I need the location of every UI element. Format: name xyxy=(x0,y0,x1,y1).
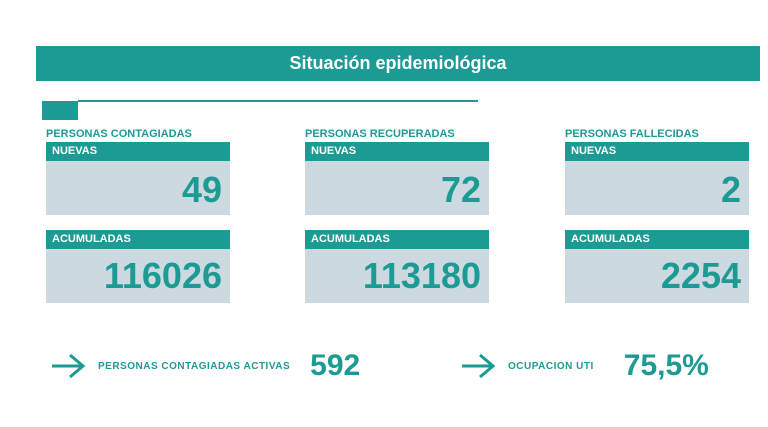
column-contagiadas: PERSONAS CONTAGIADAS NUEVAS 49 ACUMULADA… xyxy=(46,126,230,303)
uti-occupancy-label: OCUPACION UTI xyxy=(508,360,594,372)
page-title: Situación epidemiológica xyxy=(289,53,507,73)
accumulated-label: ACUMULADAS xyxy=(565,230,749,249)
column-title: PERSONAS RECUPERADAS xyxy=(305,128,455,140)
arrow-right-icon xyxy=(52,353,86,379)
title-banner: Situación epidemiológica xyxy=(36,46,760,81)
new-value: 49 xyxy=(46,161,230,215)
new-label: NUEVAS xyxy=(565,142,749,161)
active-cases-label: PERSONAS CONTAGIADAS ACTIVAS xyxy=(98,360,291,372)
new-value: 2 xyxy=(565,161,749,215)
accumulated-value: 116026 xyxy=(46,249,230,303)
accumulated-label: ACUMULADAS xyxy=(305,230,489,249)
column-title: PERSONAS CONTAGIADAS xyxy=(46,128,192,140)
accent-block xyxy=(42,101,78,120)
arrow-right-icon xyxy=(462,353,496,379)
accumulated-label: ACUMULADAS xyxy=(46,230,230,249)
uti-occupancy-row: OCUPACION UTI 75,5% xyxy=(460,344,709,388)
uti-occupancy-value: 75,5% xyxy=(623,349,709,382)
accumulated-value: 113180 xyxy=(305,249,489,303)
new-label: NUEVAS xyxy=(305,142,489,161)
new-value: 72 xyxy=(305,161,489,215)
column-fallecidas: PERSONAS FALLECIDAS NUEVAS 2 ACUMULADAS … xyxy=(565,126,749,303)
accent-divider xyxy=(78,100,478,102)
accumulated-value: 2254 xyxy=(565,249,749,303)
active-cases-value: 592 xyxy=(310,349,361,382)
new-label: NUEVAS xyxy=(46,142,230,161)
active-cases-row: PERSONAS CONTAGIADAS ACTIVAS 592 xyxy=(50,344,360,388)
column-title: PERSONAS FALLECIDAS xyxy=(565,128,699,140)
column-recuperadas: PERSONAS RECUPERADAS NUEVAS 72 ACUMULADA… xyxy=(305,126,489,303)
